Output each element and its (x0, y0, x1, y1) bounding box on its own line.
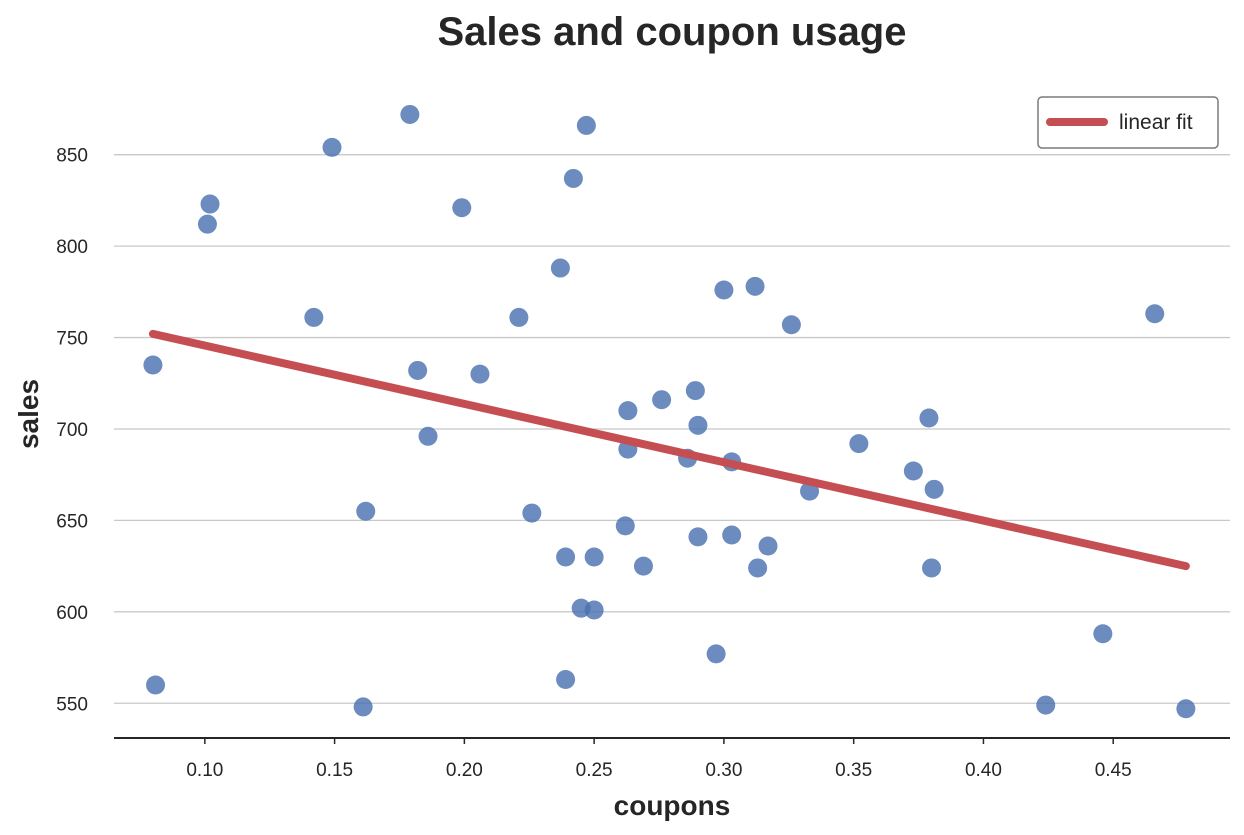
y-tick-label: 800 (56, 237, 88, 258)
linear-fit-line (148, 329, 1190, 571)
data-point (356, 501, 376, 521)
data-point (922, 558, 942, 578)
x-tick-label: 0.20 (446, 760, 483, 781)
data-point (919, 408, 939, 428)
data-point (400, 104, 420, 124)
data-point (615, 516, 635, 536)
data-point (1145, 304, 1165, 324)
data-point (353, 697, 373, 717)
data-point (556, 669, 576, 689)
y-tick-label: 700 (56, 420, 88, 441)
data-point (781, 315, 801, 335)
data-point (452, 198, 472, 218)
gridlines (114, 154, 1230, 704)
data-point (924, 479, 944, 499)
x-axis-label: coupons (614, 790, 731, 821)
legend: linear fit (1037, 96, 1219, 149)
data-point (143, 355, 163, 375)
data-point (322, 137, 342, 157)
scatter-points (143, 104, 1196, 719)
data-point (748, 558, 768, 578)
data-point (849, 434, 869, 454)
x-tick-label: 0.25 (576, 760, 613, 781)
x-tick-label: 0.45 (1095, 760, 1132, 781)
data-point (304, 307, 324, 327)
legend-entry-label: linear fit (1119, 111, 1193, 134)
data-point (550, 258, 570, 278)
data-point (408, 360, 428, 380)
x-tick-label: 0.15 (316, 760, 353, 781)
chart-title: Sales and coupon usage (437, 10, 906, 54)
data-point (556, 547, 576, 567)
data-point (688, 415, 708, 435)
x-axis-ticks: 0.10 0.15 0.20 0.25 0.30 0.35 0.40 0.45 (186, 738, 1132, 781)
y-tick-label: 550 (56, 694, 88, 715)
y-axis-label: sales (13, 379, 44, 449)
data-point (197, 214, 217, 234)
data-point (706, 644, 726, 664)
data-point (576, 115, 596, 135)
data-point (418, 426, 438, 446)
data-point (146, 675, 166, 695)
x-tick-label: 0.10 (186, 760, 223, 781)
data-point (758, 536, 778, 556)
data-point (618, 401, 638, 421)
y-tick-label: 650 (56, 511, 88, 532)
data-point (1036, 695, 1056, 715)
data-point (722, 525, 742, 545)
data-point (563, 168, 583, 188)
data-point (522, 503, 542, 523)
data-point (584, 547, 604, 567)
legend-box (1037, 96, 1219, 149)
y-tick-label: 850 (56, 146, 88, 167)
y-tick-label: 600 (56, 603, 88, 624)
x-tick-label: 0.30 (705, 760, 742, 781)
data-point (714, 280, 734, 300)
x-tick-label: 0.40 (965, 760, 1002, 781)
data-point (509, 307, 529, 327)
data-point (1176, 699, 1196, 719)
data-point (200, 194, 220, 214)
data-point (1093, 624, 1113, 644)
data-point (652, 390, 672, 410)
data-point (470, 364, 490, 384)
data-point (688, 527, 708, 547)
y-axis-ticks: 550 600 650 700 750 800 850 (56, 146, 88, 716)
data-point (685, 381, 705, 401)
x-tick-label: 0.35 (835, 760, 872, 781)
data-point (633, 556, 653, 576)
data-point (745, 276, 765, 296)
data-point (903, 461, 923, 481)
y-tick-label: 750 (56, 329, 88, 350)
data-point (584, 600, 604, 620)
